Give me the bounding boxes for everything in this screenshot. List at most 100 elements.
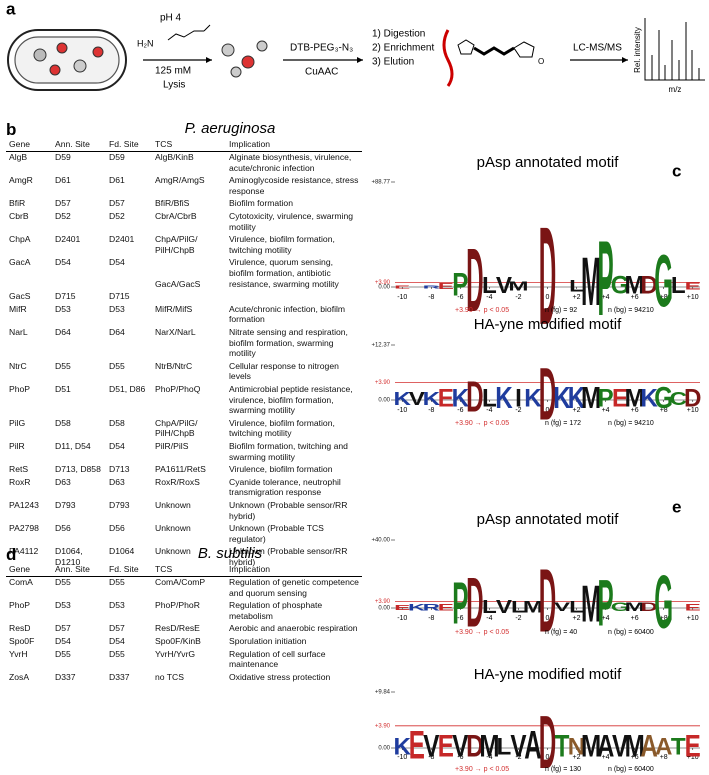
table-cell: D55: [109, 577, 125, 588]
logo-letter: L: [497, 733, 512, 760]
concentration: 125 mM: [155, 66, 191, 77]
table-cell: [226, 291, 362, 304]
table-row: RoxR D63 D63 RoxR/RoxS Cyanide tolerance, ne…: [6, 476, 362, 499]
logo-letter: V: [554, 601, 571, 614]
logo-letter: N: [568, 733, 585, 760]
table-cell: Virulence, biofilm formation, twitching …: [229, 417, 335, 439]
table-cell: D713, D858: [55, 464, 101, 475]
table-cell: Nitrate sensing and respiration, biofilm…: [229, 327, 348, 359]
table-cell: D52: [109, 211, 125, 222]
logo-letter: T: [555, 728, 570, 763]
x-tick-label: -2: [515, 294, 521, 301]
y-tick-label: 0.00: [378, 606, 390, 612]
x-tick-label: +10: [687, 407, 699, 414]
logo-letter: G: [611, 272, 630, 299]
logo-letter: D: [466, 564, 483, 643]
logo-letter: M: [625, 385, 645, 412]
logo-letter: D: [539, 701, 556, 775]
product-structure: O: [442, 29, 544, 87]
logo-letter: G: [654, 559, 673, 644]
table-cell: Spo0F/KinB: [155, 636, 201, 647]
logo-letter: E: [438, 282, 454, 291]
table-cell: RetS: [9, 464, 29, 475]
table-cell: Unknown: [155, 523, 191, 534]
table-cell: D337: [109, 671, 130, 682]
table-cell: Unknown (Probable sensor/RR hybrid): [229, 546, 348, 567]
table-cell: D56: [109, 523, 125, 534]
x-tick-label: -4: [486, 754, 492, 761]
table-cell: AlgB: [9, 152, 28, 163]
table-cell: D58: [55, 417, 71, 428]
table-row: PhoP D53 D53 PhoP/PhoR Regulation of phospha…: [6, 600, 362, 623]
table-cell: D713: [109, 464, 130, 475]
table-row: PA1243 D793 D793 Unknown Unknown (Probable s…: [6, 499, 362, 522]
table-cell: RoxR: [9, 476, 31, 487]
n-background: n (bg) = 60400: [608, 629, 654, 636]
table-cell: D63: [109, 476, 125, 487]
logo-letter: E: [438, 385, 454, 412]
table-cell: Oxidative stress protection: [229, 671, 331, 682]
x-tick-label: -6: [457, 294, 463, 301]
table-cell: Virulence, biofilm formation, twitching …: [229, 234, 335, 255]
table-row: Spo0F D54 D54 Spo0F/KinB Sporulation initiat…: [6, 636, 362, 649]
y-tick-label: +9.84: [375, 690, 391, 696]
table-cell: AmgR: [9, 175, 33, 186]
x-tick-label: +8: [660, 615, 668, 622]
table-cell: D64: [109, 327, 125, 337]
table-cell: BfiR: [9, 198, 26, 209]
logo-letter: P: [452, 570, 468, 637]
step: 3) Elution: [372, 57, 414, 68]
arrowhead: [206, 57, 212, 63]
logo-letter: V: [612, 728, 628, 763]
logo-letter: K: [524, 385, 542, 412]
table-cell: D793: [109, 499, 130, 510]
logo-title: HA-yne modified motif: [474, 666, 622, 683]
table-cell: NarL: [9, 327, 28, 337]
table-cell: D59: [55, 152, 71, 163]
logo-letter: E: [394, 604, 410, 612]
table-row: GacA D54 D54 GacA/GacS Virulence, quorum sen…: [6, 257, 362, 291]
logo-letter: K: [408, 602, 426, 613]
table-row: ZosA D337 D337 no TCS Oxidative stress prote…: [6, 671, 362, 684]
logo-letter: P: [452, 267, 468, 303]
logo-letter: D: [539, 352, 556, 435]
table-row: AmgR D61 D61 AmgR/AmgS Aminoglycoside resist…: [6, 175, 362, 198]
table-row: NtrC D55 D55 NtrB/NtrC Cellular response to …: [6, 360, 362, 383]
logo-title: HA-yne modified motif: [474, 316, 622, 333]
table-cell: ResD/ResE: [155, 623, 200, 634]
table-cell: Virulence, quorum sensing, biofilm forma…: [229, 257, 339, 289]
table-cell: D2401: [55, 234, 81, 245]
logo-letter: M: [479, 728, 499, 763]
logo-letter: V: [423, 728, 439, 763]
step: 2) Enrichment: [372, 43, 434, 54]
table-cell: D54: [109, 440, 125, 451]
amine: H₂N: [137, 38, 154, 48]
x-tick-label: -10: [397, 294, 407, 301]
column-header: TCS: [152, 563, 226, 577]
logo-letter: D: [466, 373, 483, 421]
x-tick-label: +8: [660, 407, 668, 414]
logo-letter: D: [640, 601, 657, 614]
x-tick-label: -6: [457, 407, 463, 414]
column-header: Implication: [226, 563, 362, 577]
x-tick-label: +4: [602, 754, 610, 761]
table-row: YvrH D55 D55 YvrH/YvrG Regulation of cell su…: [6, 648, 362, 671]
logo-letter: M: [581, 574, 601, 633]
n-foreground: n (fg) = 92: [545, 307, 577, 314]
x-tick-label: -10: [397, 615, 407, 622]
x-tick-label: +4: [602, 615, 610, 622]
y-tick-label: +40.00: [371, 538, 390, 544]
significance-note: +3.90 → p < 0.05: [455, 307, 509, 314]
table-cell: Sporulation initiation: [229, 636, 307, 647]
panel-label: b: [6, 120, 17, 139]
table-cell: D715: [109, 291, 130, 302]
x-tick-label: -6: [457, 754, 463, 761]
logo-letter: A: [655, 733, 672, 760]
table-cell: CbrA/CbrB: [155, 211, 197, 222]
y-tick-label: 0.00: [378, 746, 390, 752]
table-row: CbrB D52 D52 CbrA/CbrB Cytotoxicity, virulen…: [6, 211, 362, 234]
n-background: n (bg) = 94210: [608, 420, 654, 427]
logo-letter: M: [625, 601, 645, 614]
logo-letter: L: [482, 274, 497, 299]
x-axis-label: m/z: [669, 85, 682, 94]
